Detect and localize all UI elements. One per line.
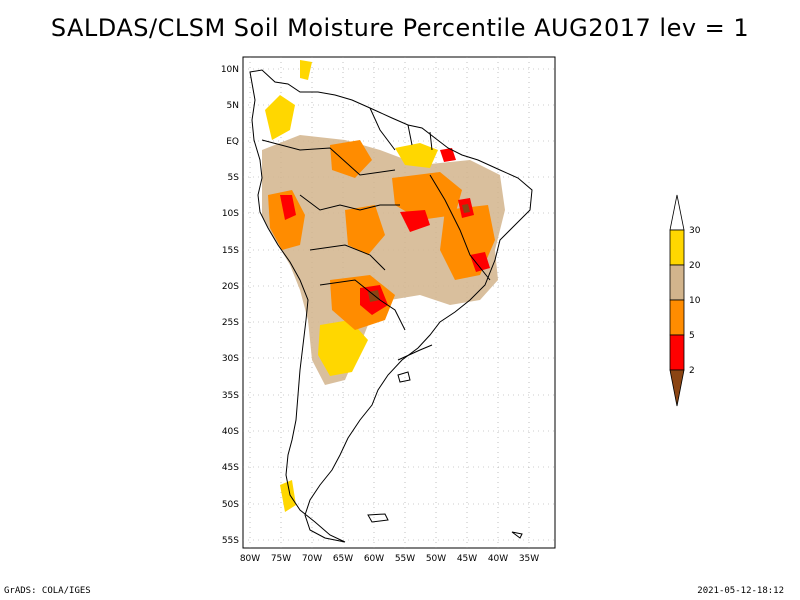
colorbar-label: 5 [689, 331, 695, 341]
lon-label: 55W [395, 554, 415, 564]
lon-label: 70W [302, 554, 322, 564]
lon-label: 50W [426, 554, 446, 564]
lat-label: 45S [222, 463, 239, 473]
lon-label: 40W [488, 554, 508, 564]
lat-label: 5N [227, 101, 239, 111]
lon-label: 60W [364, 554, 384, 564]
lat-label: 30S [222, 354, 239, 364]
lon-label: 65W [333, 554, 353, 564]
colorbar-segment-20-30 [669, 229, 685, 266]
lat-label: 25S [222, 318, 239, 328]
colorbar-segment-10-20 [669, 264, 685, 301]
lat-label: 5S [228, 173, 240, 183]
lat-label: 50S [222, 500, 239, 510]
colorbar-labels: 30 20 10 5 2 [689, 226, 701, 376]
lon-label: 35W [519, 554, 539, 564]
lat-label: 55S [222, 536, 239, 546]
lat-label: EQ [226, 137, 239, 147]
soil-moisture-field [262, 60, 505, 512]
map-title: SALDAS/CLSM Soil Moisture Percentile AUG… [50, 14, 750, 42]
colorbar [669, 194, 685, 407]
longitude-labels: 80W 75W 70W 65W 60W 55W 50W 45W 40W 35W [240, 554, 539, 564]
lon-label: 80W [240, 554, 260, 564]
colorbar-label: 30 [689, 226, 701, 236]
colorbar-label: 20 [689, 261, 701, 271]
lat-label: 15S [222, 246, 239, 256]
lon-label: 75W [271, 554, 291, 564]
lon-label: 45W [457, 554, 477, 564]
colorbar-bottom-arrow [669, 369, 685, 407]
colorbar-label: 10 [689, 296, 701, 306]
colorbar-segment-5-10 [669, 299, 685, 336]
latitude-labels: 10N 5N EQ 5S 10S 15S 20S 25S 30S 35S 40S… [221, 65, 239, 546]
colorbar-segment-2-5 [669, 334, 685, 371]
lat-label: 40S [222, 427, 239, 437]
continent-outline [249, 69, 533, 543]
map-frame [242, 56, 556, 549]
footer-credit: GrADS: COLA/IGES [4, 586, 91, 596]
colorbar-top-arrow [669, 194, 685, 231]
colorbar-label: 2 [689, 366, 695, 376]
lat-label: 10N [221, 65, 239, 75]
lat-label: 10S [222, 209, 239, 219]
footer-timestamp: 2021-05-12-18:12 [697, 586, 784, 596]
lat-label: 20S [222, 282, 239, 292]
lat-label: 35S [222, 391, 239, 401]
